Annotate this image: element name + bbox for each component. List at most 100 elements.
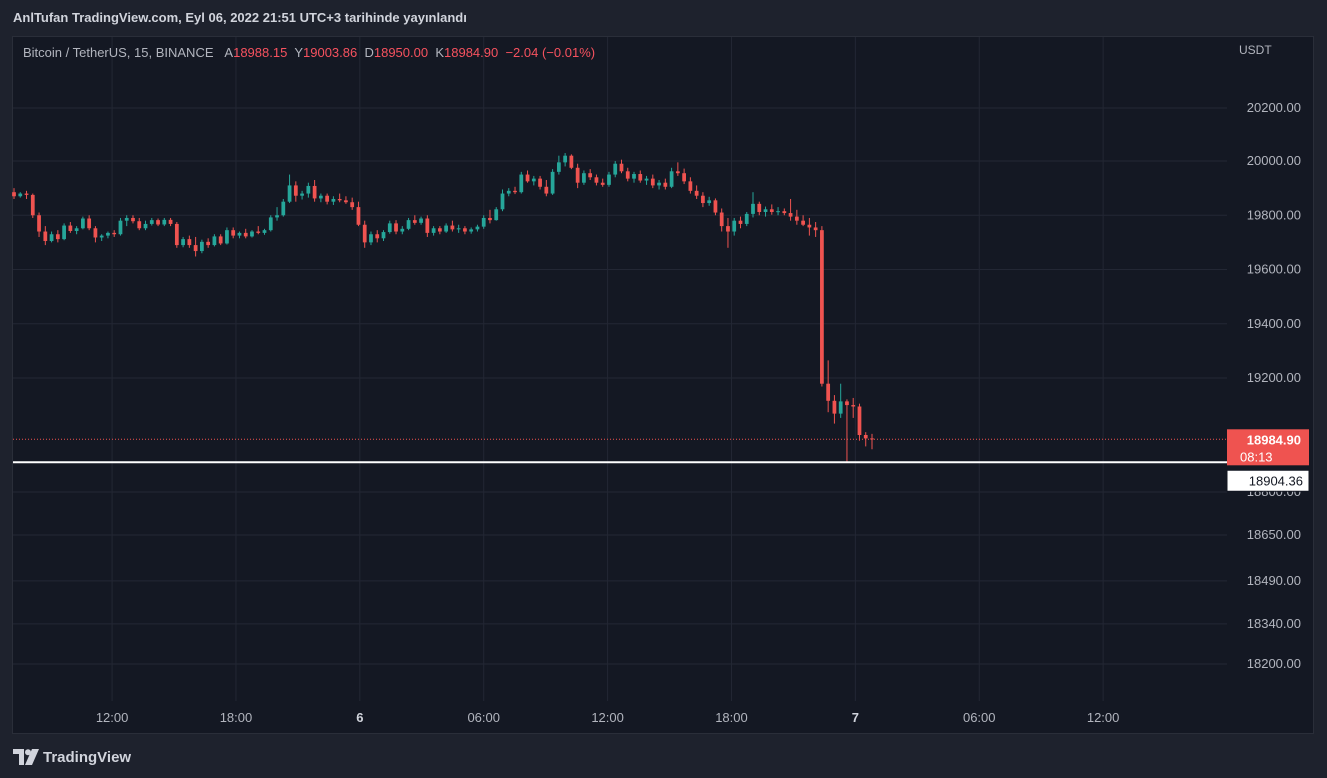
candle-body-down [206,241,211,246]
candle-body-down [394,223,398,232]
candle-body-up [237,232,242,236]
candle-body-up [481,217,486,227]
candle-body-up [275,215,279,218]
x-axis-tick-label: 06:00 [963,710,996,725]
open-value: 18988.15 [233,45,288,60]
candle-body-up [500,193,505,210]
x-axis-tick-label: 12:00 [1087,710,1120,725]
candle-body-down [788,213,793,217]
chart-pane[interactable] [12,36,1314,734]
candle-body-down [726,226,730,232]
x-axis-tick-label: 12:00 [96,710,129,725]
candle-body-up [456,228,461,230]
level-price-label: 18904.36 [1249,473,1303,488]
candle-body-up [181,239,185,246]
candle-body-down [256,231,261,233]
candle-body-down [312,185,317,199]
candle-body-down [24,193,29,195]
y-axis-tick-label: 18490.00 [1247,573,1301,588]
close-label: K [435,45,444,60]
candle-body-up [763,209,768,212]
y-axis-tick-label: 19400.00 [1247,316,1301,331]
candle-body-up [49,234,54,242]
footer-brand[interactable]: TradingView [13,746,131,768]
x-axis-tick-label: 18:00 [220,710,253,725]
candle-body-up [582,173,586,183]
candle-body-up [644,178,649,181]
candle-body-up [744,213,749,224]
low-label: D [364,45,374,60]
candle-body-up [81,218,85,229]
candle-body-down [68,225,73,231]
candle-body-down [193,245,198,252]
candle-body-down [218,236,223,244]
candle-body-down [675,171,680,174]
candle-body-down [719,212,724,227]
candle-body-down [845,401,849,406]
candle-body-up [250,231,254,237]
candle-body-down [832,400,837,414]
y-axis-tick-label: 20000.00 [1247,153,1301,168]
candle-body-up [262,230,267,233]
candle-body-up [387,223,392,233]
candle-body-up [494,209,499,221]
low-value: 18950.00 [373,45,429,60]
candle-body-up [613,163,618,175]
candle-body-down [807,224,812,228]
candle-body-down [851,405,856,407]
y-axis-tick-label: 19600.00 [1247,262,1301,277]
candle-body-up [751,203,755,214]
candle-body-down [131,217,135,222]
candle-body-down [857,406,862,435]
candle-body-down [93,228,98,238]
candle-body-down [594,177,599,183]
candle-body-down [625,171,630,179]
candle-body-up [519,174,524,193]
candle-body-down [112,232,117,235]
x-axis-tick-label: 7 [852,710,859,725]
candle-body-down [425,218,430,233]
candle-body-up [550,171,555,194]
candle-body-down [544,186,549,194]
candle-body-up [287,185,292,202]
close-value: 18984.90 [444,45,499,60]
x-axis-tick-label: 6 [356,710,363,725]
candle-body-up [707,200,712,204]
y-axis-tick-label: 18650.00 [1247,527,1301,542]
candle-body-up [531,178,536,182]
candle-body-up [331,198,336,202]
footer-brand-text: TradingView [43,748,132,766]
candle-body-up [281,201,286,216]
currency-label[interactable]: USDT [1239,43,1272,57]
candle-body-down [538,178,542,187]
candle-body-down [863,435,868,439]
candle-body-up [99,235,104,238]
candle-body-up [381,232,386,239]
candle-body-down [356,207,361,225]
candle-body-down [701,195,705,204]
candle-body-down [344,200,348,203]
candle-body-up [200,241,204,252]
symbol-title[interactable]: Bitcoin / TetherUS, 15, BINANCE [23,45,214,60]
candle-body-up [657,182,661,186]
candle-body-down [682,173,686,182]
candle-body-up [632,174,636,179]
candle-body-up [400,228,405,232]
high-label: Y [294,45,303,60]
candle-body-down [782,211,787,214]
candle-body-up [732,220,737,232]
current-price-badge [1227,429,1309,466]
y-axis-tick-label: 18340.00 [1247,616,1301,631]
candle-body-down [293,185,298,196]
candle-body-up [419,218,423,223]
candle-body-down [375,234,380,239]
candle-body-up [118,220,123,235]
x-axis-tick-label: 12:00 [591,710,624,725]
tradingview-logo-icon [13,749,39,765]
candle-body-down [450,225,455,230]
candle-body-down [187,239,192,246]
candle-body-down [694,190,699,196]
candle-body-down [437,228,442,232]
candle-body-down [350,202,355,208]
